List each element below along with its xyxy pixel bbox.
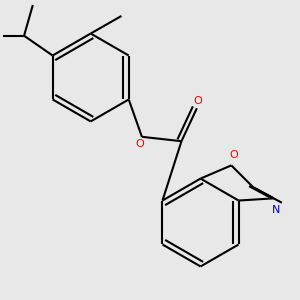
Text: O: O [135,139,144,149]
Text: O: O [229,150,238,160]
Text: O: O [194,96,202,106]
Text: N: N [272,205,280,215]
